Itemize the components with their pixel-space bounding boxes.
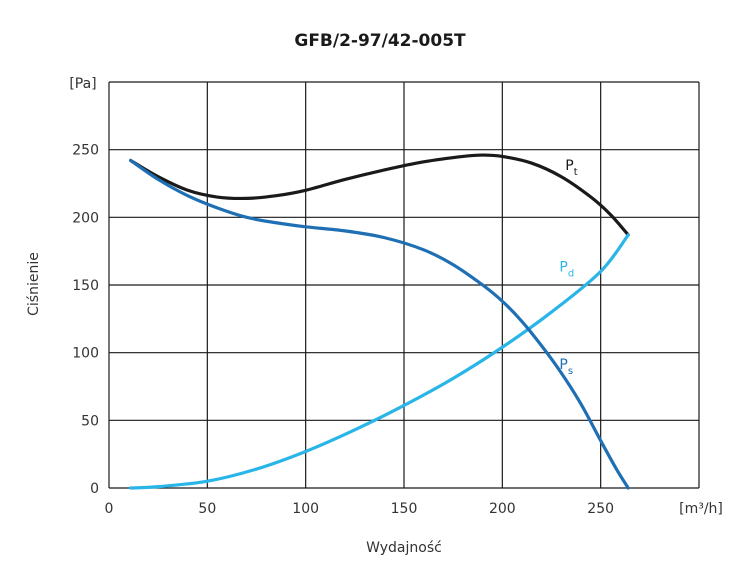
y-axis-label: Ciśnienie (26, 252, 42, 316)
y-tick-label: 200 (72, 210, 99, 226)
x-axis-label: Wydajność (366, 540, 442, 556)
y-tick-label: 100 (72, 346, 99, 362)
x-tick-label: 200 (489, 501, 516, 517)
series-layer (129, 153, 630, 490)
x-tick-label: 0 (105, 501, 114, 517)
series-label-pt: Pt (565, 158, 577, 178)
x-tick-label: 50 (198, 501, 216, 517)
y-tick-label: 50 (81, 413, 99, 429)
series-labels: Pt Pd Ps (559, 158, 577, 377)
x-tick-label: 150 (391, 501, 418, 517)
y-tick-label: 250 (72, 143, 99, 159)
series-label-ps: Ps (559, 357, 573, 377)
series-label-pd: Pd (559, 259, 574, 279)
grid (108, 81, 700, 489)
x-tick-label: 250 (587, 501, 614, 517)
tick-labels: 0 50 100 150 200 250 0 50 100 150 200 250 (72, 143, 614, 517)
series-line-pt (129, 153, 630, 237)
series-line-ps (129, 158, 630, 490)
x-tick-label: 100 (292, 501, 319, 517)
chart-title: GFB/2-97/42-005T (294, 31, 466, 51)
y-unit-label: [Pa] (69, 76, 96, 92)
y-tick-label: 0 (90, 481, 99, 497)
x-unit-label: [m³/h] (679, 501, 723, 517)
y-tick-label: 150 (72, 278, 99, 294)
series-line-pd (129, 233, 630, 490)
